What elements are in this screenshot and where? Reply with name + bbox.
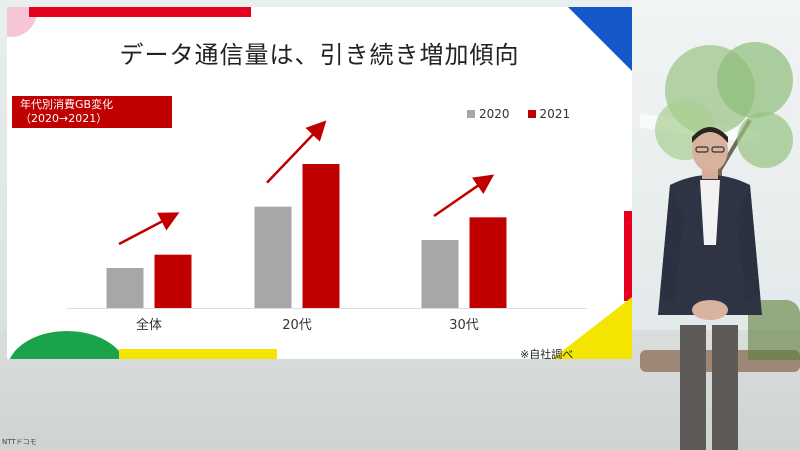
trend-arrow-0: [118, 212, 180, 246]
chart-label-box: 年代別消費GB変化 （2020→2021）: [12, 96, 172, 128]
trend-arrow-2: [433, 174, 495, 218]
bar-2021-2: [469, 217, 507, 308]
chart-label-line1: 年代別消費GB変化: [20, 98, 114, 111]
category-label-2: 30代: [449, 318, 479, 333]
bar-2021-0: [154, 254, 192, 308]
bar-2020-0: [106, 268, 144, 308]
chart-label-line2: （2020→2021）: [20, 112, 108, 125]
bar-2020-2: [421, 240, 459, 308]
legend-label-2020: 2020: [479, 107, 510, 121]
presentation-slide: データ通信量は、引き続き増加傾向 年代別消費GB変化 （2020→2021） 2…: [7, 7, 632, 359]
yellow-triangle-decoration: [552, 297, 632, 359]
trend-arrow-1: [266, 120, 327, 184]
legend-swatch-2020: [467, 110, 475, 118]
yellow-bar-decoration: [119, 349, 277, 359]
chart-legend: 2020 2021: [467, 107, 570, 121]
broadcaster-watermark: NTTドコモ: [2, 438, 37, 446]
category-label-1: 20代: [282, 318, 312, 333]
legend-item-2021: 2021: [527, 107, 571, 121]
legend-label-2021: 2021: [539, 107, 571, 121]
bar-chart: 全体 20代 30代: [67, 120, 587, 333]
bar-2021-1: [302, 164, 340, 308]
category-label-0: 全体: [136, 317, 162, 333]
red-bar-decoration: [29, 7, 251, 17]
slide-title: データ通信量は、引き続き増加傾向: [119, 41, 520, 69]
blue-triangle-decoration: [568, 7, 632, 71]
source-note: ※自社調べ: [520, 348, 574, 359]
legend-swatch-2021: [527, 110, 536, 118]
bar-2020-1: [254, 206, 292, 308]
legend-item-2020: 2020: [467, 107, 510, 121]
red-side-decoration: [624, 211, 632, 301]
presenter: [658, 127, 762, 450]
